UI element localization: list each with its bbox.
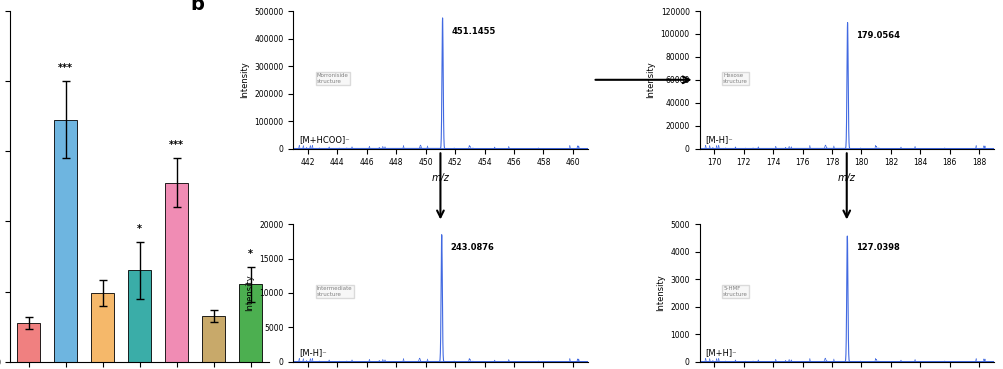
Text: [M+H]⁻: [M+H]⁻ — [705, 348, 736, 357]
Text: 5-HMF
structure: 5-HMF structure — [722, 286, 747, 297]
X-axis label: m/z: m/z — [431, 173, 449, 183]
Bar — [91, 293, 114, 362]
Text: Hexose
structure: Hexose structure — [722, 73, 747, 84]
Bar — [17, 323, 40, 362]
Y-axis label: Intensity: Intensity — [655, 275, 664, 311]
Text: 451.1455: 451.1455 — [451, 27, 495, 36]
Bar — [165, 183, 188, 362]
Text: [M-H]⁻: [M-H]⁻ — [299, 348, 326, 357]
Text: 127.0398: 127.0398 — [856, 243, 899, 252]
Text: *: * — [248, 249, 253, 259]
Bar — [239, 284, 262, 362]
Text: [M+HCOO]⁻: [M+HCOO]⁻ — [299, 135, 349, 144]
Text: *: * — [137, 224, 142, 234]
Y-axis label: Intensity: Intensity — [245, 275, 254, 311]
Text: [M-H]⁻: [M-H]⁻ — [705, 135, 732, 144]
Bar — [128, 270, 151, 362]
Text: b: b — [190, 0, 204, 14]
Text: ***: *** — [58, 63, 73, 73]
Text: ***: *** — [169, 140, 184, 150]
Text: Morroniside
structure: Morroniside structure — [317, 73, 348, 84]
Y-axis label: Intensity: Intensity — [646, 61, 655, 98]
Text: 243.0876: 243.0876 — [450, 243, 493, 252]
Bar — [54, 120, 77, 362]
Bar — [202, 316, 225, 362]
Text: Intermediate
structure: Intermediate structure — [317, 286, 352, 297]
Text: 179.0564: 179.0564 — [856, 31, 900, 39]
X-axis label: m/z: m/z — [837, 173, 855, 183]
Y-axis label: Intensity: Intensity — [240, 61, 249, 98]
